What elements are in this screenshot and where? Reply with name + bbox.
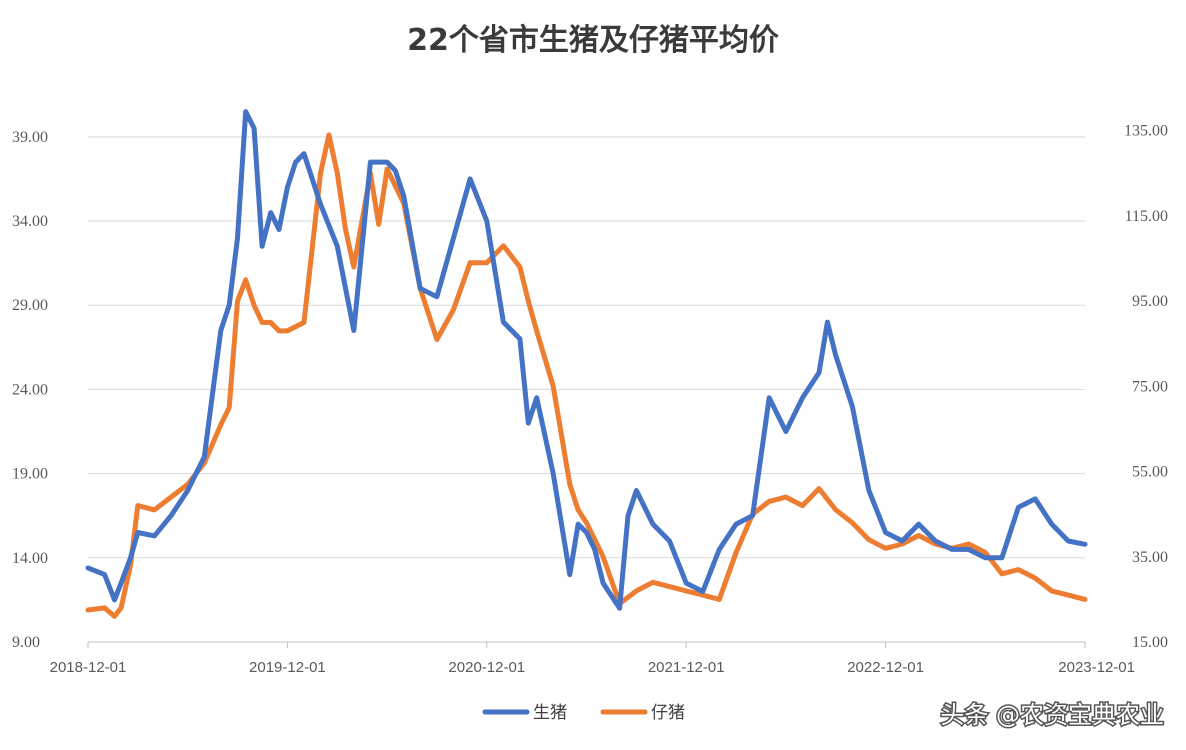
- axes: 9.00 14.00 19.00 24.00 29.00 34.00 39.00 15.00 3…: [12, 123, 1168, 676]
- y-right-tick-label: 115.00: [1125, 208, 1168, 225]
- y-left-tick-label: 34.00: [12, 213, 48, 230]
- y-left-tick-label: 39.00: [12, 129, 48, 146]
- y-left-tick-label: 9.00: [12, 634, 40, 651]
- chart-title: 22个省市生猪及仔猪平均价: [407, 23, 779, 58]
- y-right-tick-label: 15.00: [1132, 634, 1168, 651]
- y-left-tick-label: 19.00: [12, 466, 48, 483]
- x-tick-label: 2021-12-01: [648, 659, 725, 676]
- x-tick-label: 2020-12-01: [448, 659, 525, 676]
- y-right-tick-label: 95.00: [1132, 293, 1168, 310]
- x-tick-label: 2023-12-01: [1058, 659, 1135, 676]
- y-right-tick-label: 135.00: [1124, 123, 1168, 140]
- y-right-tick-label: 35.00: [1132, 549, 1168, 566]
- watermark-text: 头条 @农资宝典农业: [940, 701, 1164, 729]
- series-line-1: [85, 109, 1088, 611]
- legend-label-2: 仔猪: [651, 703, 685, 723]
- y-left-tick-label: 14.00: [12, 550, 48, 567]
- series-line-2: [85, 132, 1088, 619]
- x-tick-label: 2022-12-01: [847, 659, 924, 676]
- legend-label-1: 生猪: [533, 703, 567, 723]
- x-tick-label: 2018-12-01: [50, 659, 127, 676]
- series-lines: [85, 109, 1088, 619]
- y-left-tick-label: 29.00: [12, 297, 48, 314]
- y-right-tick-label: 55.00: [1132, 464, 1168, 481]
- legend: 生猪 仔猪: [482, 703, 685, 723]
- watermark: 头条 @农资宝典农业: [939, 700, 1166, 731]
- y-right-tick-label: 75.00: [1132, 378, 1168, 395]
- x-tick-label: 2019-12-01: [249, 659, 326, 676]
- y-left-tick-label: 24.00: [12, 381, 48, 398]
